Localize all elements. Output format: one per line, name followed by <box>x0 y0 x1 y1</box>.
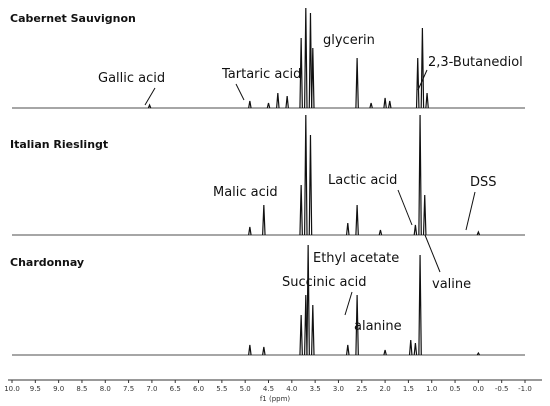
peak <box>262 346 266 356</box>
x-tick-label: 9.5 <box>30 385 41 393</box>
peak <box>299 184 303 236</box>
leader <box>417 69 428 91</box>
annotation: glycerin <box>323 33 375 48</box>
peak <box>299 314 303 356</box>
peak <box>262 204 266 236</box>
x-tick-label: 0.0 <box>473 385 484 393</box>
x-tick-label: 8.5 <box>76 385 87 393</box>
annotation: Succinic acid <box>282 275 367 290</box>
peak <box>355 294 359 356</box>
x-tick-label: 3.0 <box>333 385 344 393</box>
peak <box>285 95 289 109</box>
peak <box>369 102 373 109</box>
x-axis-title: f1 (ppm) <box>260 395 291 403</box>
peak <box>345 344 350 356</box>
x-tick-label: 7.0 <box>146 385 157 393</box>
spectrum-name: Chardonnay <box>10 256 84 269</box>
peak <box>418 254 422 356</box>
x-tick-label: 8.0 <box>100 385 111 393</box>
leader <box>465 191 476 231</box>
x-tick-label: 1.0 <box>426 385 437 393</box>
peak <box>308 12 313 109</box>
peak <box>147 103 152 109</box>
peak <box>383 97 387 109</box>
x-tick-label: 5.5 <box>216 385 227 393</box>
peak <box>248 344 252 356</box>
spectrum-name: Cabernet Sauvignon <box>10 12 136 25</box>
annotation: Lactic acid <box>328 173 397 188</box>
x-tick-label: 6.0 <box>193 385 204 393</box>
annotation: 2,3-Butanediol <box>428 55 523 70</box>
annotation: Malic acid <box>213 185 278 200</box>
peak <box>408 339 413 356</box>
x-tick-label: 3.5 <box>310 385 321 393</box>
x-tick-label: 10.0 <box>4 385 20 393</box>
x-tick-label: 4.0 <box>286 385 297 393</box>
peak <box>476 230 481 236</box>
annotation: Gallic acid <box>98 71 165 86</box>
peak <box>355 57 359 109</box>
leader <box>424 234 441 273</box>
x-tick-label: 5.0 <box>240 385 251 393</box>
x-tick-label: -1.0 <box>518 385 532 393</box>
peak <box>413 342 418 356</box>
x-tick-label: 7.5 <box>123 385 134 393</box>
annotation: Tartaric acid <box>221 67 301 82</box>
peak <box>306 244 310 356</box>
peak <box>248 226 252 236</box>
x-tick-label: -0.5 <box>495 385 509 393</box>
peak <box>415 57 420 109</box>
leader <box>397 189 413 226</box>
peak <box>355 204 359 236</box>
peak <box>304 7 308 109</box>
peak <box>413 224 418 236</box>
peak <box>304 114 308 236</box>
annotation: Ethyl acetate <box>313 251 399 266</box>
x-tick-label: 1.5 <box>403 385 414 393</box>
leader <box>344 291 353 316</box>
peak <box>311 304 315 356</box>
peak <box>387 100 392 109</box>
peak <box>248 100 252 109</box>
x-tick-label: 2.5 <box>356 385 367 393</box>
x-tick-label: 0.5 <box>449 385 460 393</box>
annotation: alanine <box>354 319 402 334</box>
peak <box>383 349 387 356</box>
leader <box>144 87 156 106</box>
leader <box>235 83 245 101</box>
x-tick-label: 4.5 <box>263 385 274 393</box>
peak <box>476 351 481 356</box>
peak <box>276 92 280 109</box>
peak <box>418 114 422 236</box>
peak <box>299 37 303 109</box>
peak <box>345 222 350 236</box>
peak <box>378 229 383 236</box>
x-tick-label: 9.0 <box>53 385 64 393</box>
spectrum-name: Italian Rieslingt <box>10 138 108 151</box>
x-tick-label: 6.5 <box>170 385 181 393</box>
peak <box>266 102 271 109</box>
peak <box>425 92 429 109</box>
peak <box>420 27 425 109</box>
peak <box>308 134 313 236</box>
peak <box>311 47 315 109</box>
peak <box>422 194 427 236</box>
annotation: DSS <box>470 175 497 190</box>
x-tick-label: 2.0 <box>380 385 391 393</box>
annotation: valine <box>432 277 471 292</box>
